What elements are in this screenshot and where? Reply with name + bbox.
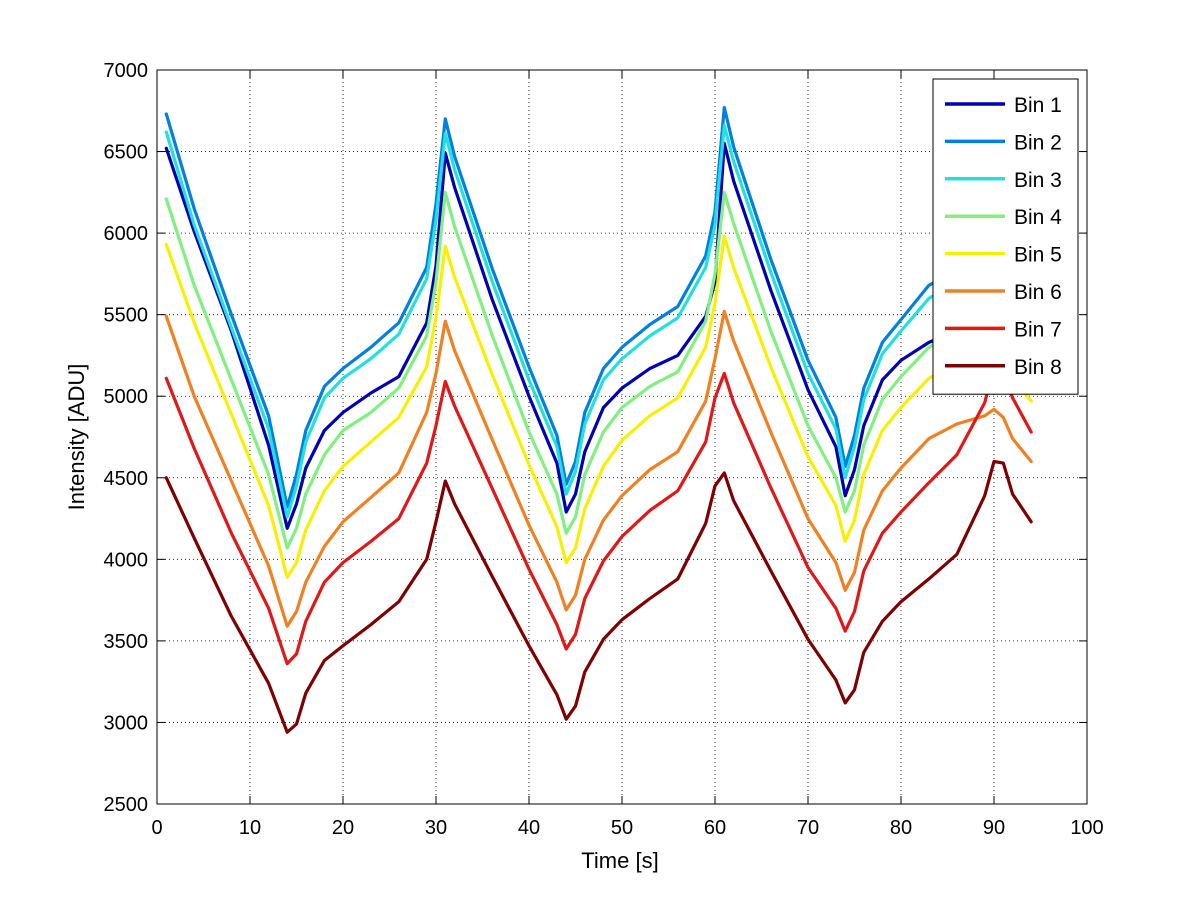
series-line-bin-2 [164,105,1033,509]
x-tick-label: 40 [518,817,540,839]
x-axis-title: Time [s] [581,848,658,873]
series-line-bin-8 [164,459,1033,734]
y-tick-label: 2500 [104,794,149,816]
x-tick-label: 30 [425,817,447,839]
legend-label: Bin 4 [1014,206,1062,229]
x-tick-label: 100 [1070,817,1103,839]
legend-box [932,78,1079,395]
y-tick-label: 6500 [104,142,149,164]
grid [157,70,1087,804]
y-tick-label: 5500 [104,305,149,327]
legend-label: Bin 6 [1014,281,1062,304]
legend-label: Bin 2 [1014,131,1062,154]
x-tick-label: 60 [704,817,726,839]
legend-label: Bin 5 [1014,244,1062,267]
series-group [164,105,1033,734]
legend-label: Bin 1 [1014,94,1062,117]
y-tick-label: 4500 [104,468,149,490]
legend-label: Bin 7 [1014,318,1062,341]
series-line-bin-4 [164,190,1033,550]
legend-label: Bin 8 [1014,356,1062,379]
series-line-bin-7 [164,365,1033,666]
y-axis-title: Intensity [ADU] [64,364,89,511]
y-tick-label: 7000 [104,60,149,82]
series-line-bin-3 [164,123,1033,519]
x-tick-label: 10 [239,817,261,839]
y-tick-label: 5000 [104,386,149,408]
legend: Bin 1 Bin 2 Bin 3 Bin 4 Bin 5 Bin 6 Bin 7 Bin 8 [932,78,1079,395]
tick-labels: 0 10 20 30 40 50 60 70 80 90 100 2500 3000 3500 4000 45… [104,60,1104,839]
y-tick-label: 3000 [104,712,149,734]
series-line-bin-5 [164,234,1033,579]
y-tick-label: 4000 [104,549,149,571]
legend-label: Bin 3 [1014,169,1062,192]
ticks [156,69,1088,805]
x-tick-label: 20 [332,817,354,839]
series-line-bin-6 [164,309,1033,628]
y-tick-label: 3500 [104,631,149,653]
x-tick-label: 80 [890,817,912,839]
x-tick-label: 50 [611,817,633,839]
y-tick-label: 6000 [104,223,149,245]
x-tick-label: 70 [797,817,819,839]
x-tick-label: 0 [151,817,162,839]
x-tick-label: 90 [983,817,1005,839]
series-line-bin-1 [164,141,1033,530]
